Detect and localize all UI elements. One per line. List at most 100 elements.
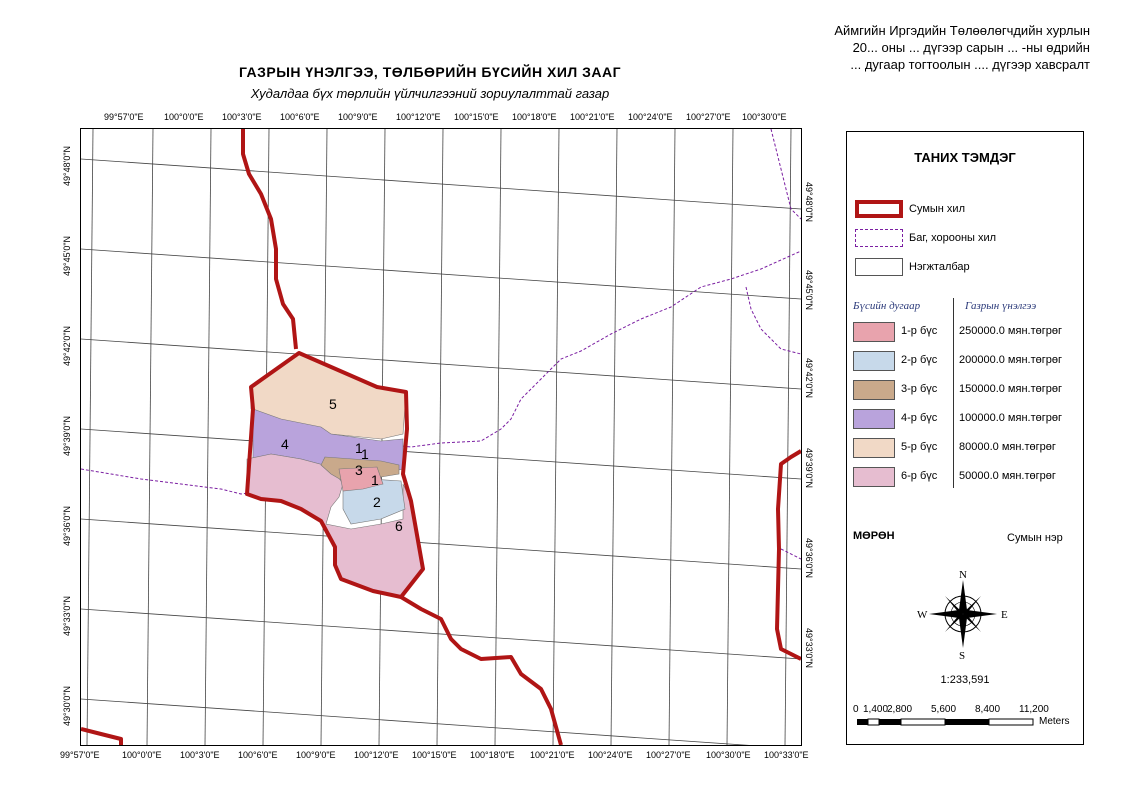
compass-east: E xyxy=(1001,609,1008,621)
lon-tick-label: 100°27'0"E xyxy=(646,750,691,760)
zone-swatch xyxy=(853,409,895,429)
lon-tick-label: 100°3'0"E xyxy=(222,112,262,122)
soum-boundary-label: Сумын хил xyxy=(909,203,965,215)
zone-label-1b: 1 xyxy=(361,446,369,462)
zone-label: 3-р бүс xyxy=(901,383,938,395)
lat-tick-label: 49°39'0"N xyxy=(804,448,814,489)
soum-boundary-swatch xyxy=(855,200,903,218)
map-title: ГАЗРЫН ҮНЭЛГЭЭ, ТӨЛБӨРИЙН БҮСИЙН ХИЛ ЗАА… xyxy=(238,64,622,80)
zone-label: 6-р бүс xyxy=(901,470,938,482)
soum-boundary xyxy=(81,129,801,745)
zone-label: 1-р бүс xyxy=(901,325,938,337)
zone-swatch xyxy=(853,438,895,458)
scale-bar xyxy=(857,718,1034,726)
legend-zone-row: 1-р бүс 250000.0 мян.төгрөг xyxy=(853,322,1083,342)
lon-tick-label: 100°0'0"E xyxy=(122,750,162,760)
lat-tick-label: 49°33'0"N xyxy=(62,595,72,636)
resolution-note: Аймгийн Иргэдийн Төлөөлөгчдийн хурлын 20… xyxy=(834,22,1090,73)
lon-tick-label: 100°15'0"E xyxy=(412,750,457,760)
lat-tick-label: 49°33'0"N xyxy=(804,628,814,669)
zone-label-1c: 1 xyxy=(371,472,379,488)
scale-tick: 8,400 xyxy=(975,704,1001,715)
lon-tick-label: 100°0'0"E xyxy=(164,112,204,122)
lon-tick-label: 100°33'0"E xyxy=(764,750,809,760)
lon-tick-label: 99°57'0"E xyxy=(104,112,144,122)
place-name-caption: Сумын нэр xyxy=(1007,532,1063,544)
scale-tick: 1,400 xyxy=(863,704,889,715)
lon-tick-label: 100°6'0"E xyxy=(238,750,278,760)
zone-label-6: 6 xyxy=(395,518,403,534)
zone-label-3: 3 xyxy=(355,462,363,478)
lat-tick-label: 49°45'0"N xyxy=(804,270,814,311)
map-frame[interactable]: 5 4 1 3 1 1 2 6 xyxy=(80,128,802,746)
legend-zone-row: 2-р бүс 200000.0 мян.төгрөг xyxy=(853,351,1083,371)
resolution-note-line: Аймгийн Иргэдийн Төлөөлөгчдийн хурлын xyxy=(834,23,1090,38)
legend-zone-row: 3-р бүс 150000.0 мян.төгрөг xyxy=(853,380,1083,400)
legend-zone-row: 5-р бүс 80000.0 мян.төгрөг xyxy=(853,438,1083,458)
lat-tick-label: 49°48'0"N xyxy=(804,182,814,223)
graticule xyxy=(81,129,801,745)
scale-tick: 11,200 xyxy=(1019,704,1049,715)
value-column-header: Газрын үнэлгээ xyxy=(965,300,1037,312)
zone-column-header: Бүсийн дугаар xyxy=(853,300,921,312)
place-name: МӨРӨН xyxy=(853,530,895,542)
lon-tick-label: 100°24'0"E xyxy=(628,112,673,122)
lon-tick-label: 100°3'0"E xyxy=(180,750,220,760)
zone-label: 4-р бүс xyxy=(901,412,938,424)
lon-tick-label: 99°57'0"E xyxy=(60,750,100,760)
resolution-note-line: ... дугаар тогтоолын .... дүгээр хавсрал… xyxy=(850,57,1090,72)
lat-tick-label: 49°48'0"N xyxy=(62,145,72,186)
lon-tick-label: 100°24'0"E xyxy=(588,750,633,760)
lon-tick-label: 100°6'0"E xyxy=(280,112,320,122)
scale-tick: 5,600 xyxy=(931,704,957,715)
lat-tick-label: 49°42'0"N xyxy=(62,325,72,366)
compass-west: W xyxy=(917,609,928,621)
compass-north: N xyxy=(959,569,967,581)
lat-tick-label: 49°45'0"N xyxy=(62,235,72,276)
zone-swatch xyxy=(853,467,895,487)
lon-tick-label: 100°18'0"E xyxy=(470,750,515,760)
lat-tick-label: 49°36'0"N xyxy=(804,538,814,579)
lon-tick-label: 100°30'0"E xyxy=(706,750,751,760)
zone-value: 100000.0 мян.төгрөг xyxy=(959,412,1063,424)
zone-label-5: 5 xyxy=(329,396,337,412)
legend-zone-row: 6-р бүс 50000.0 мян.төгрөг xyxy=(853,467,1083,487)
zone-value: 250000.0 мян.төгрөг xyxy=(959,325,1063,337)
scale-unit: Meters xyxy=(1039,716,1070,727)
lon-tick-label: 100°21'0"E xyxy=(570,112,615,122)
legend-zone-row: 4-р бүс 100000.0 мян.төгрөг xyxy=(853,409,1083,429)
lon-tick-label: 100°12'0"E xyxy=(396,112,441,122)
zone-label-4: 4 xyxy=(281,436,289,452)
zone-value: 150000.0 мян.төгрөг xyxy=(959,383,1063,395)
resolution-note-line: 20... оны ... дүгээр сарын ... -ны өдрий… xyxy=(852,40,1090,55)
lat-tick-label: 49°30'0"N xyxy=(62,685,72,726)
lat-tick-label: 49°39'0"N xyxy=(62,415,72,456)
zone-1 xyxy=(338,466,384,492)
scale-ratio: 1:233,591 xyxy=(940,674,990,686)
compass-south: S xyxy=(959,650,965,660)
scale-tick: 2,800 xyxy=(887,704,913,715)
lon-tick-label: 100°27'0"E xyxy=(686,112,731,122)
lon-tick-label: 100°9'0"E xyxy=(338,112,378,122)
legend-panel: ТАНИХ ТЭМДЭГ Сумын хил Баг, хорооны хил … xyxy=(846,131,1084,745)
lon-tick-label: 100°12'0"E xyxy=(354,750,399,760)
bag-boundaries xyxy=(81,129,801,560)
parcel-swatch xyxy=(855,258,903,276)
column-divider xyxy=(953,298,954,488)
legend-title: ТАНИХ ТЭМДЭГ xyxy=(914,150,1016,165)
zone-swatch xyxy=(853,322,895,342)
lat-tick-label: 49°42'0"N xyxy=(804,358,814,399)
map-canvas[interactable]: 5 4 1 3 1 1 2 6 xyxy=(81,129,801,745)
zone-value: 50000.0 мян.төгрөг xyxy=(959,470,1056,482)
lon-tick-label: 100°30'0"E xyxy=(742,112,787,122)
zone-label-1: 1 xyxy=(355,440,363,456)
lon-tick-label: 100°15'0"E xyxy=(454,112,499,122)
zone-label: 5-р бүс xyxy=(901,441,938,453)
parcel-label: Нэгжталбар xyxy=(909,261,970,273)
lon-tick-label: 100°9'0"E xyxy=(296,750,336,760)
zone-swatch xyxy=(853,351,895,371)
compass-rose-icon: N S W E xyxy=(917,569,1008,660)
zone-value: 200000.0 мян.төгрөг xyxy=(959,354,1063,366)
zone-value: 80000.0 мян.төгрөг xyxy=(959,441,1056,453)
zone-label: 2-р бүс xyxy=(901,354,938,366)
